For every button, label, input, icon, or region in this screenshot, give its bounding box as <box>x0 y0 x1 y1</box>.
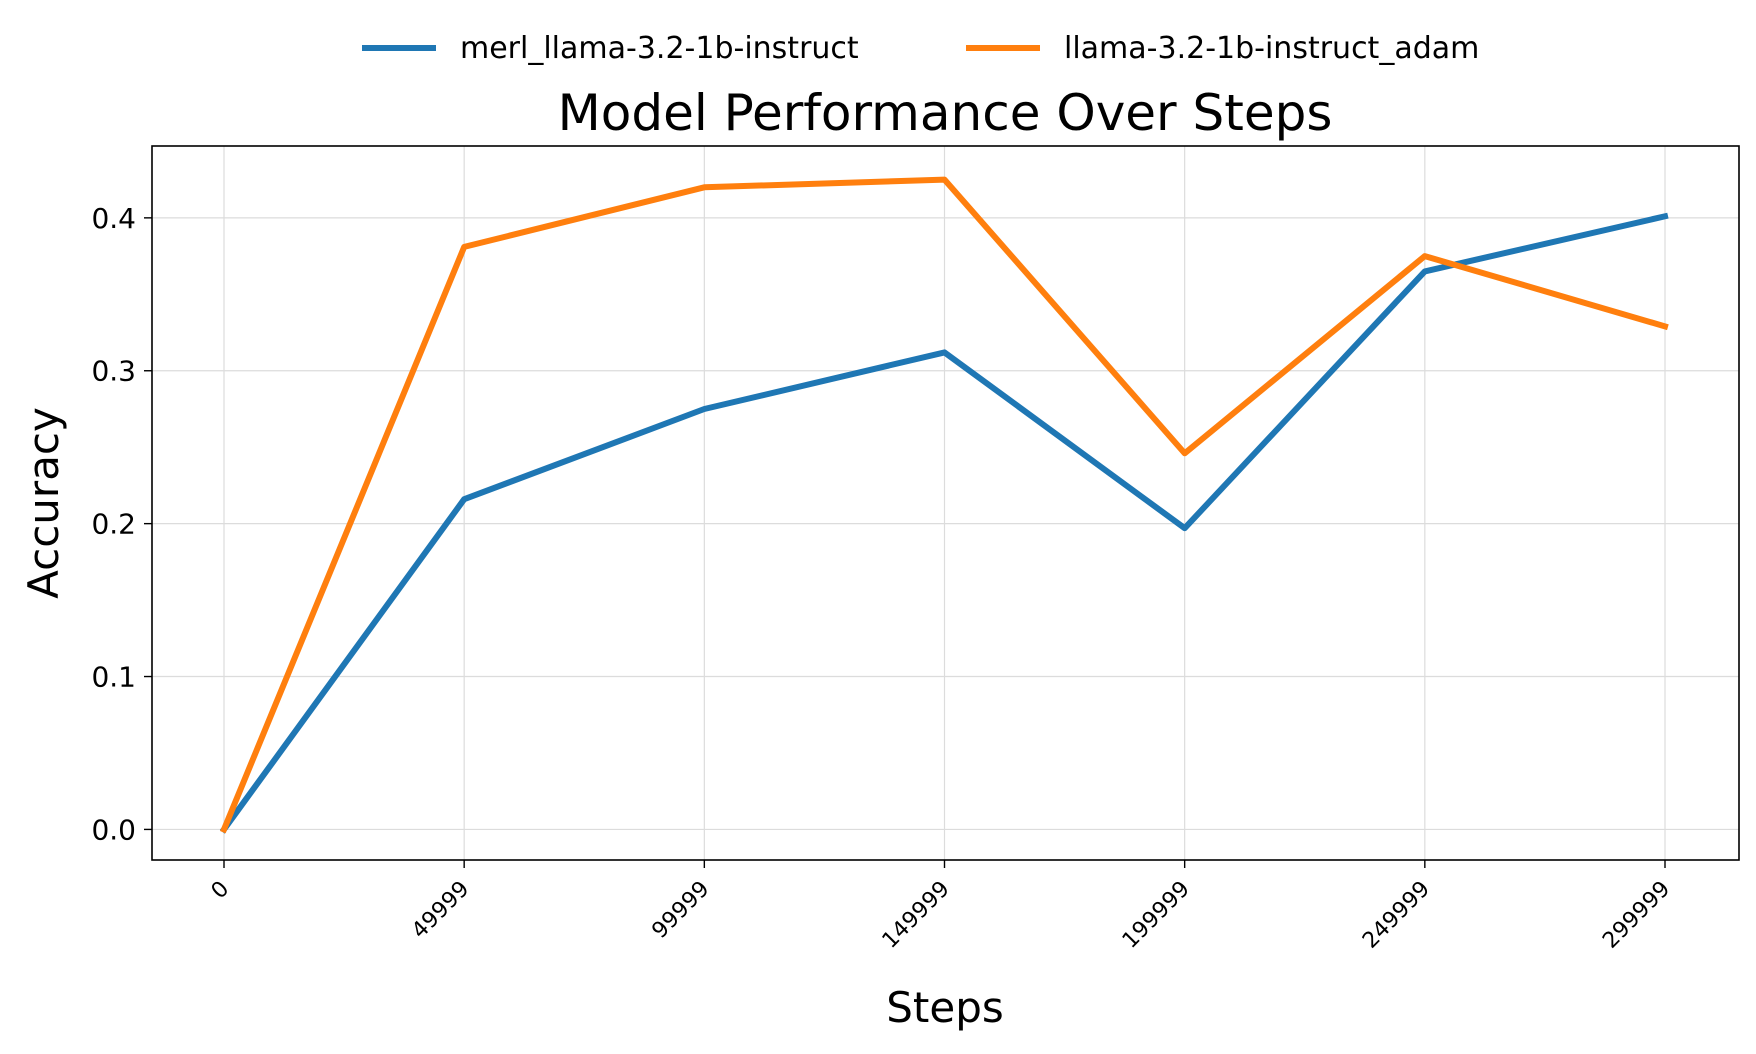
y-tick-label: 0.1 <box>91 661 136 694</box>
x-tick-label: 149999 <box>878 877 955 954</box>
legend: merl_llama-3.2-1b-instruct llama-3.2-1b-… <box>362 31 1479 66</box>
x-tick-label: 99999 <box>647 877 714 944</box>
x-tick-label: 49999 <box>407 877 474 944</box>
series-lines <box>219 176 1669 834</box>
grid <box>152 146 1739 860</box>
x-tick-label: 249999 <box>1358 877 1435 954</box>
x-tick-label: 199999 <box>1118 877 1195 954</box>
y-tick-label: 0.4 <box>91 202 136 235</box>
legend-label-series-1: llama-3.2-1b-instruct_adam <box>1064 31 1479 66</box>
x-axis-label: Steps <box>886 983 1004 1032</box>
x-tick-label: 0 <box>207 877 235 905</box>
y-axis-label: Accuracy <box>19 407 68 599</box>
y-tick-label: 0.0 <box>91 813 136 846</box>
y-axis: 0.0 0.1 0.2 0.3 0.4 <box>91 202 152 846</box>
x-axis: 0 49999 99999 149999 199999 249999 299999 <box>207 860 1675 954</box>
series-line-1 <box>220 176 1669 834</box>
legend-label-series-0: merl_llama-3.2-1b-instruct <box>460 31 859 66</box>
y-tick-label: 0.2 <box>91 508 136 541</box>
series-line-0 <box>219 212 1669 834</box>
y-tick-label: 0.3 <box>91 355 136 388</box>
plot-frame <box>151 145 1740 861</box>
x-tick-label: 299999 <box>1598 877 1675 954</box>
chart-title: Model Performance Over Steps <box>558 84 1333 142</box>
